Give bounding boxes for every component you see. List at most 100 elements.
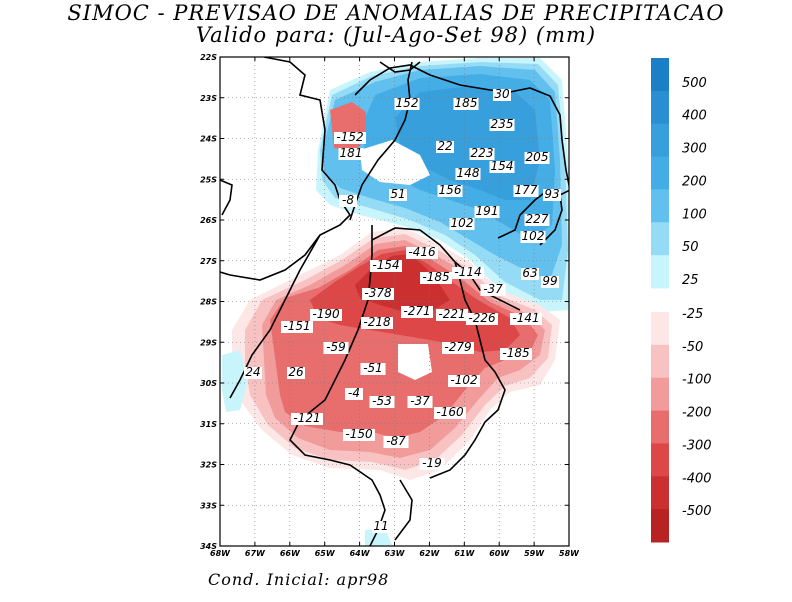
contour-label-bg <box>474 206 500 218</box>
latitude-labels: 22S 23S 24S 25S 26S 27S 28S 29S 30S 31S 32S 33S 34S <box>200 53 217 551</box>
lat-label: 26S <box>200 216 217 225</box>
contour-label: 227 <box>526 212 549 226</box>
legend-positive: 500 400 300 200 100 50 25 <box>651 58 707 289</box>
legend-swatch <box>651 156 669 190</box>
contour-label-bg <box>452 267 484 279</box>
contour-label-bg <box>541 276 559 288</box>
contour-label: 185 <box>455 96 478 110</box>
lat-label: 22S <box>200 53 217 62</box>
lon-label: 59W <box>524 549 545 558</box>
legend-swatch <box>651 377 669 412</box>
neutral-gap <box>360 140 430 185</box>
lat-label: 32S <box>200 461 217 470</box>
contour-label-bg <box>323 342 349 354</box>
contour-label-bg <box>338 148 364 160</box>
contour-label: -51 <box>363 361 383 375</box>
contour-label-bg <box>493 89 511 101</box>
contour-label-bg <box>406 247 438 259</box>
legend-swatch <box>651 344 669 379</box>
legend-swatch <box>651 410 669 444</box>
contour-label: 223 <box>471 146 494 160</box>
contour-label: -279 <box>444 340 471 354</box>
legend-label: 50 <box>682 240 699 255</box>
initial-condition-note: Cond. Inicial: apr98 <box>208 570 390 589</box>
legend-swatch <box>651 255 669 289</box>
positive-patch-west <box>222 350 248 412</box>
contour-label: -121 <box>293 411 320 425</box>
contour-label: -160 <box>436 405 464 419</box>
legend-swatch <box>651 58 669 92</box>
contour-label-bg <box>394 98 420 110</box>
lat-label: 29S <box>200 338 217 347</box>
contour-label: -4 <box>348 386 360 400</box>
legend-swatch <box>651 443 669 477</box>
contour-label: -185 <box>422 270 449 284</box>
legend-label: 200 <box>682 174 707 189</box>
contour-label-bg <box>489 161 515 173</box>
legend-label: -25 <box>682 307 703 322</box>
contour-label-bg <box>244 367 262 379</box>
contour-label-bg <box>362 288 394 300</box>
contour-label: 24 <box>245 365 260 379</box>
contour-label: 154 <box>491 159 514 173</box>
contour-label: 235 <box>491 117 514 131</box>
legend-label: -100 <box>682 373 712 388</box>
contour-label: 152 <box>396 96 419 110</box>
contour-label-bg <box>510 313 542 325</box>
contour-label: 102 <box>451 216 474 230</box>
lon-label: 58W <box>559 549 580 558</box>
lat-label: 25S <box>200 175 217 184</box>
lat-label: 33S <box>200 501 217 510</box>
contour-label: 30 <box>494 87 510 101</box>
contour-label-bg <box>543 189 561 201</box>
contour-label: -87 <box>386 434 406 448</box>
contour-label: 11 <box>373 519 388 533</box>
legend-swatch <box>651 123 669 158</box>
contour-label-bg <box>420 272 452 284</box>
contour-label-bg <box>345 388 363 400</box>
contour-label-bg <box>449 218 475 230</box>
lat-label: 24S <box>200 135 217 144</box>
contour-label-bg <box>466 313 498 325</box>
contour-label-bg <box>310 309 342 321</box>
contour-label: -114 <box>454 265 481 279</box>
lon-label: 61W <box>454 549 475 558</box>
map-subtitle: Valido para: (Jul-Ago-Set 98) (mm) <box>195 23 597 47</box>
contour-label: -154 <box>372 258 399 272</box>
contour-label-bg <box>513 185 539 197</box>
map-title: SIMOC - PREVISAO DE ANOMALIAS DE PRECIPI… <box>67 1 725 25</box>
contour-label: 99 <box>542 274 557 288</box>
legend-swatch <box>651 476 669 510</box>
contour-label: 63 <box>522 266 537 280</box>
contour-label-bg <box>372 521 390 533</box>
lat-label: 23S <box>200 94 217 103</box>
contour-label-bg <box>343 429 375 441</box>
legend-label: 100 <box>682 207 707 222</box>
contour-label: 102 <box>522 229 545 243</box>
contour-label: -152 <box>336 130 363 144</box>
contour-label-bg <box>489 119 515 131</box>
contour-label: 22 <box>437 139 452 153</box>
contour-label: 191 <box>476 204 499 218</box>
contour-label: -53 <box>372 394 392 408</box>
contour-label-bg <box>455 168 481 180</box>
legend-label: 400 <box>682 109 707 124</box>
contour-label-bg <box>442 342 474 354</box>
contour-label: -185 <box>502 346 529 360</box>
lat-label: 30S <box>200 379 217 388</box>
contour-label-bg <box>436 309 468 321</box>
contour-label-bg <box>434 407 466 419</box>
contour-label: -218 <box>363 315 391 329</box>
legend-swatch <box>651 509 669 543</box>
contour-label: 148 <box>457 166 480 180</box>
contour-label: -190 <box>312 307 340 321</box>
neutral-hole <box>398 344 432 380</box>
legend-label: -200 <box>682 406 712 421</box>
contour-label: 51 <box>390 187 405 201</box>
contour-label: -150 <box>345 427 373 441</box>
contour-label-bg <box>524 152 550 164</box>
contour-label: -151 <box>283 319 310 333</box>
contour-label-bg <box>521 268 539 280</box>
